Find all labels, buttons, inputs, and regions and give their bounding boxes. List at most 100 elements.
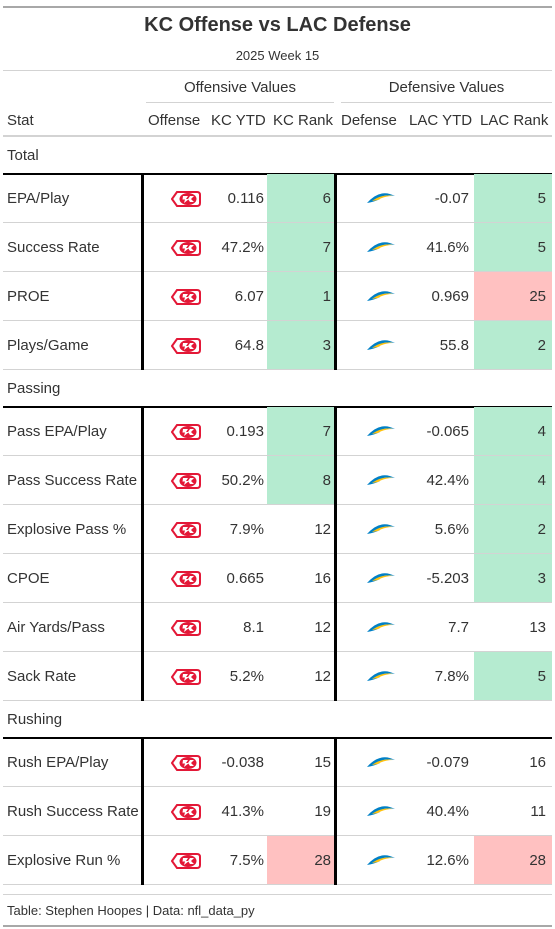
chiefs-logo-icon: [166, 554, 206, 603]
row-divider: [3, 835, 552, 836]
colhead-lac-ytd: LAC YTD: [409, 112, 473, 129]
chargers-logo-icon: [361, 223, 401, 272]
kc-ytd-value: 41.3%: [221, 803, 264, 820]
spanner-defense-rule: [341, 102, 552, 103]
colhead-stat: Stat: [7, 112, 34, 129]
table-row: PROE 6.07 1 0.969 25: [3, 272, 552, 321]
kc-ytd-value: -0.038: [221, 754, 264, 771]
row-divider: [3, 602, 552, 603]
lac-rank-value: 2: [474, 505, 552, 554]
lac-rank-value: 28: [474, 836, 552, 885]
lac-ytd-value: 42.4%: [426, 472, 469, 489]
table-row: Air Yards/Pass 8.1 12 7.7 13: [3, 603, 552, 652]
lac-rank-value: 11: [530, 803, 546, 820]
spanner-offense-rule: [146, 102, 334, 103]
chargers-logo-icon: [361, 738, 401, 787]
kc-ytd-value: 64.8: [234, 337, 264, 354]
kc-rank-value: 6: [267, 174, 337, 223]
row-divider: [3, 786, 552, 787]
lac-ytd-value: 7.7: [448, 619, 469, 636]
stat-name: Rush Success Rate: [7, 803, 139, 820]
kc-rank-value: 16: [314, 570, 331, 587]
table-top-rule: [3, 6, 552, 8]
chiefs-logo-icon: [166, 787, 206, 836]
spanner-offensive-values: Offensive Values: [183, 79, 296, 96]
stat-name: Success Rate: [7, 239, 100, 256]
lac-rank-value: 4: [474, 456, 552, 505]
kc-ytd-value: 5.2%: [229, 668, 264, 685]
kc-rank-value: 12: [314, 521, 331, 538]
group-label-rushing: Rushing: [7, 711, 63, 728]
table-row: Pass Success Rate 50.2% 8 42.4% 4: [3, 456, 552, 505]
chargers-logo-icon: [361, 554, 401, 603]
header-rule: [3, 70, 552, 71]
colhead-kc-ytd: KC YTD: [211, 112, 266, 129]
table-row: Rush Success Rate 41.3% 19 40.4% 11: [3, 787, 552, 836]
kc-rank-value: 7: [267, 223, 337, 272]
table-row: Explosive Pass % 7.9% 12 5.6% 2: [3, 505, 552, 554]
table-row: Success Rate 47.2% 7 41.6% 5: [3, 223, 552, 272]
lac-rank-value: 4: [474, 407, 552, 456]
lac-ytd-value: 12.6%: [426, 852, 469, 869]
stat-name: Rush EPA/Play: [7, 754, 109, 771]
table-row: Sack Rate 5.2% 12 7.8% 5: [3, 652, 552, 701]
lac-ytd-value: 7.8%: [434, 668, 469, 685]
row-divider: [3, 271, 552, 272]
column-header-rule: [3, 135, 552, 137]
group-rule: [3, 737, 552, 739]
kc-rank-value: 28: [267, 836, 337, 885]
chargers-logo-icon: [361, 456, 401, 505]
table-title: KC Offense vs LAC Defense: [144, 14, 411, 36]
column-separator: [141, 174, 144, 370]
table-row: Rush EPA/Play -0.038 15 -0.079 16: [3, 738, 552, 787]
lac-rank-value: 5: [474, 652, 552, 701]
kc-rank-value: 12: [314, 668, 331, 685]
kc-rank-value: 15: [314, 754, 331, 771]
lac-ytd-value: -5.203: [426, 570, 469, 587]
kc-rank-value: 8: [267, 456, 337, 505]
stat-name: Pass Success Rate: [7, 472, 138, 489]
table-row: Explosive Run % 7.5% 28 12.6% 28: [3, 836, 552, 885]
group-label-passing: Passing: [7, 380, 61, 397]
stat-name: Explosive Pass %: [7, 521, 127, 538]
chiefs-logo-icon: [166, 456, 206, 505]
chargers-logo-icon: [361, 407, 401, 456]
chiefs-logo-icon: [166, 652, 206, 701]
chiefs-logo-icon: [166, 603, 206, 652]
row-divider: [3, 320, 552, 321]
lac-rank-value: 5: [474, 223, 552, 272]
lac-rank-value: 25: [474, 272, 552, 321]
stat-name: Explosive Run %: [7, 852, 121, 869]
lac-rank-value: 13: [529, 619, 546, 636]
stat-name: Plays/Game: [7, 337, 89, 354]
kc-rank-value: 3: [267, 321, 337, 370]
chargers-logo-icon: [361, 321, 401, 370]
stat-name: Air Yards/Pass: [7, 619, 105, 636]
lac-ytd-value: -0.07: [434, 190, 469, 207]
kc-ytd-value: 50.2%: [221, 472, 264, 489]
stat-name: PROE: [7, 288, 50, 305]
chiefs-logo-icon: [166, 407, 206, 456]
lac-rank-value: 5: [474, 174, 552, 223]
table-source-note: Table: Stephen Hoopes | Data: nfl_data_p…: [7, 903, 255, 918]
table-subtitle: 2025 Week 15: [235, 48, 320, 63]
lac-rank-value: 3: [474, 554, 552, 603]
kc-ytd-value: 0.665: [226, 570, 264, 587]
chiefs-logo-icon: [166, 272, 206, 321]
kc-ytd-value: 0.116: [227, 190, 264, 207]
row-divider: [3, 553, 552, 554]
kc-rank-value: 1: [267, 272, 337, 321]
table-row: CPOE 0.665 16 -5.203 3: [3, 554, 552, 603]
kc-ytd-value: 7.5%: [229, 852, 264, 869]
row-divider: [3, 651, 552, 652]
column-separator: [334, 407, 337, 701]
lac-rank-value: 16: [529, 754, 546, 771]
chiefs-logo-icon: [166, 223, 206, 272]
lac-ytd-value: 41.6%: [426, 239, 469, 256]
stat-name: Sack Rate: [7, 668, 77, 685]
kc-rank-value: 12: [314, 619, 331, 636]
lac-ytd-value: 40.4%: [426, 803, 469, 820]
chiefs-logo-icon: [166, 505, 206, 554]
row-divider: [3, 884, 552, 885]
colhead-lac-rank: LAC Rank: [480, 112, 549, 129]
